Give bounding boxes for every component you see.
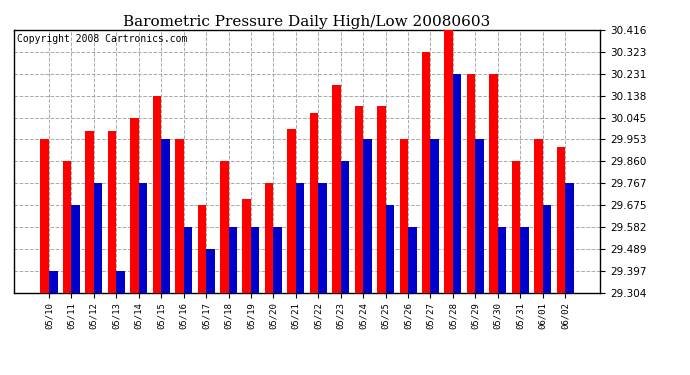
Bar — [242, 199, 251, 292]
Bar — [63, 161, 72, 292]
Bar — [206, 249, 215, 292]
Bar — [497, 227, 506, 292]
Bar — [273, 227, 282, 292]
Bar — [557, 147, 565, 292]
Bar — [265, 183, 273, 292]
Bar — [184, 227, 192, 292]
Bar — [117, 270, 125, 292]
Bar — [534, 139, 542, 292]
Bar — [431, 139, 439, 292]
Bar — [175, 139, 184, 292]
Bar — [520, 227, 529, 292]
Bar — [408, 227, 417, 292]
Bar — [287, 129, 296, 292]
Bar — [220, 161, 228, 292]
Bar — [318, 183, 327, 292]
Bar — [386, 205, 394, 292]
Bar — [251, 227, 259, 292]
Bar — [363, 139, 372, 292]
Bar — [355, 106, 363, 292]
Bar — [453, 74, 462, 292]
Bar — [139, 183, 147, 292]
Bar — [310, 113, 318, 292]
Bar — [400, 139, 408, 292]
Bar — [296, 183, 304, 292]
Bar — [130, 118, 139, 292]
Bar — [444, 30, 453, 292]
Bar — [197, 205, 206, 292]
Bar — [377, 106, 386, 292]
Bar — [475, 139, 484, 292]
Bar — [542, 205, 551, 292]
Bar — [422, 52, 431, 292]
Bar — [94, 183, 102, 292]
Bar — [41, 139, 49, 292]
Bar — [108, 130, 117, 292]
Bar — [152, 96, 161, 292]
Bar — [86, 130, 94, 292]
Bar — [228, 227, 237, 292]
Bar — [565, 183, 573, 292]
Title: Barometric Pressure Daily High/Low 20080603: Barometric Pressure Daily High/Low 20080… — [124, 15, 491, 29]
Bar — [161, 139, 170, 292]
Bar — [49, 270, 57, 292]
Bar — [512, 161, 520, 292]
Bar — [467, 74, 475, 292]
Text: Copyright 2008 Cartronics.com: Copyright 2008 Cartronics.com — [17, 34, 187, 44]
Bar — [341, 161, 349, 292]
Bar — [72, 205, 80, 292]
Bar — [332, 84, 341, 292]
Bar — [489, 74, 497, 292]
